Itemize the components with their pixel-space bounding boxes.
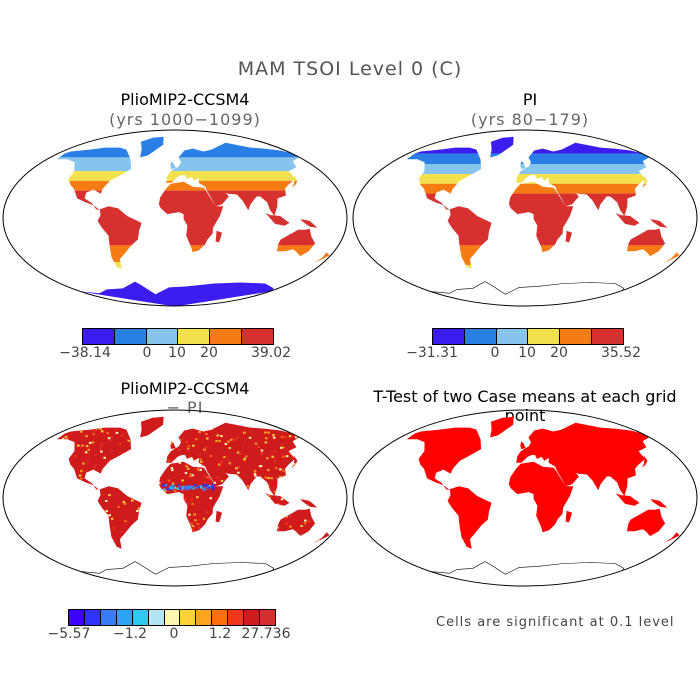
figure-title: MAM TSOI Level 0 (C) [237,58,463,80]
colorbar-pi-tick: −31.31 [406,345,458,361]
map-border [2,129,348,307]
map-difference [2,409,348,587]
map-plio [2,129,348,307]
colorbar-swatch [180,610,197,625]
land-fill [406,416,680,549]
colorbar-swatch [433,329,465,344]
colorbar-swatch [592,329,623,344]
colorbar-pi [432,328,624,345]
map-border [352,409,698,587]
colorbar-pi-tick: 35.52 [600,345,642,361]
panel4-title: T-Test of two Case means at each grid po… [373,387,677,425]
panel1-subtitle: (yrs 1000−1099) [109,110,261,129]
panel2-title: PI [522,90,538,109]
colorbar-swatch [212,610,229,625]
colorbar-swatch [148,610,165,625]
colorbar-difference-tick: −1.2 [113,626,147,642]
antarctica-outline [428,561,625,575]
colorbar-swatch [146,329,179,344]
colorbar-swatch [242,329,273,344]
panel3-title: PlioMIP2-CCSM4 [120,379,250,398]
antarctica-outline [428,281,625,295]
colorbar-swatch [260,610,275,625]
colorbar-swatch [560,329,593,344]
colorbar-plio-tick: 20 [200,345,218,361]
colorbar-swatch [69,610,85,625]
colorbar-swatch [100,610,117,625]
map-pi [352,129,698,307]
colorbar-pi-tick: 20 [550,345,568,361]
colorbar-difference-tick: 0 [169,626,179,642]
colorbar-difference [68,609,276,626]
colorbar-swatch [164,610,181,625]
land-fill [56,416,330,549]
colorbar-plio-tick: 39.02 [250,345,292,361]
colorbar-swatch [464,329,497,344]
panel1-title: PlioMIP2-CCSM4 [120,90,250,109]
map-border [352,129,698,307]
significance-note: Cells are significant at 0.1 level [436,615,675,630]
colorbar-swatch [496,329,529,344]
colorbar-plio [82,328,274,345]
colorbar-difference-tick: 1.2 [208,626,232,642]
colorbar-plio-tick: 10 [168,345,186,361]
colorbar-swatch [84,610,101,625]
colorbar-swatch [114,329,147,344]
panel2-subtitle: (yrs 80−179) [470,110,590,129]
colorbar-difference-tick: −5.57 [47,626,91,642]
colorbar-swatch [196,610,213,625]
colorbar-swatch [132,610,149,625]
colorbar-swatch [116,610,133,625]
colorbar-swatch [210,329,243,344]
colorbar-pi-tick: 10 [518,345,536,361]
colorbar-plio-tick: −38.14 [59,345,111,361]
colorbar-swatch [83,329,115,344]
antarctica-outline [78,561,275,575]
map-ttest [352,409,698,587]
colorbar-plio-tick: 0 [142,345,152,361]
colorbar-difference-tick: 27.736 [241,626,291,642]
colorbar-pi-tick: 0 [490,345,500,361]
colorbar-swatch [528,329,561,344]
colorbar-swatch [244,610,261,625]
map-border [2,409,348,587]
colorbar-swatch [228,610,245,625]
panel3-subtitle: − PI [166,398,204,417]
colorbar-swatch [178,329,211,344]
